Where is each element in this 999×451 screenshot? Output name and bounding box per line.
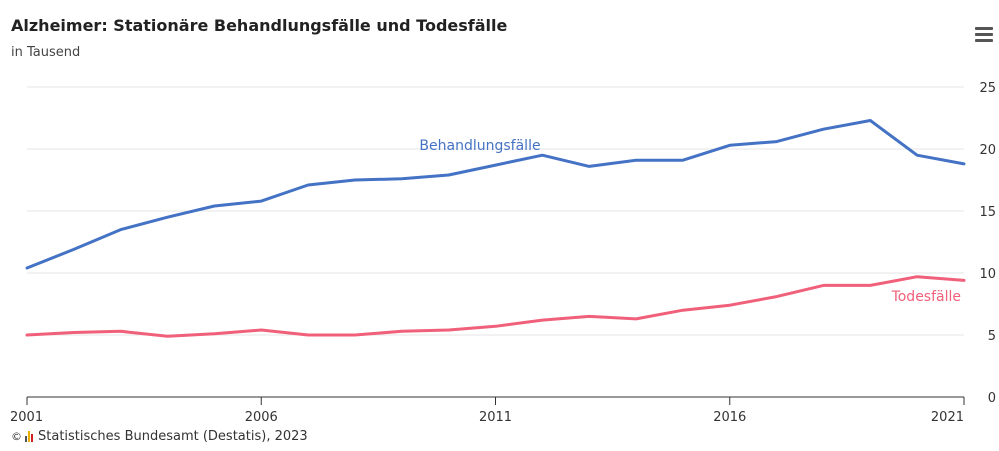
series-lines bbox=[25, 119, 966, 338]
series-label-todesfaelle: Todesfälle bbox=[891, 289, 961, 305]
copyright-symbol: © bbox=[11, 430, 22, 443]
x-tick-label: 2016 bbox=[713, 410, 746, 425]
series-label-behandlungsfaelle: Behandlungsfälle bbox=[419, 138, 540, 154]
series-labels: Behandlungsfälle Todesfälle bbox=[419, 138, 961, 305]
source-line: © Statistisches Bundesamt (Destatis), 20… bbox=[11, 429, 308, 444]
x-axis: 2001 2006 2011 2016 2021 bbox=[10, 396, 965, 425]
y-tick-label: 5 bbox=[988, 329, 996, 344]
y-tick-label: 20 bbox=[979, 143, 996, 158]
y-tick-label: 10 bbox=[979, 267, 996, 282]
y-tick-label: 0 bbox=[988, 391, 996, 406]
y-axis: 0 5 10 15 20 25 bbox=[979, 81, 996, 406]
y-tick-label: 25 bbox=[979, 81, 996, 96]
chart-title: Alzheimer: Stationäre Behandlungsfälle u… bbox=[11, 16, 508, 35]
series-line-behandlungsfaelle bbox=[25, 119, 966, 270]
y-tick-label: 15 bbox=[979, 205, 996, 220]
gridlines bbox=[27, 86, 964, 336]
destatis-logo-icon bbox=[25, 431, 33, 442]
series-line-todesfaelle bbox=[25, 275, 966, 338]
chart-subtitle: in Tausend bbox=[11, 45, 81, 60]
x-tick-label: 2006 bbox=[245, 410, 278, 425]
source-text: Statistisches Bundesamt (Destatis), 2023 bbox=[38, 429, 308, 444]
x-tick-label: 2021 bbox=[931, 410, 964, 425]
x-tick-label: 2001 bbox=[10, 410, 43, 425]
hamburger-menu-icon[interactable] bbox=[974, 25, 994, 43]
x-tick-label: 2011 bbox=[479, 410, 512, 425]
